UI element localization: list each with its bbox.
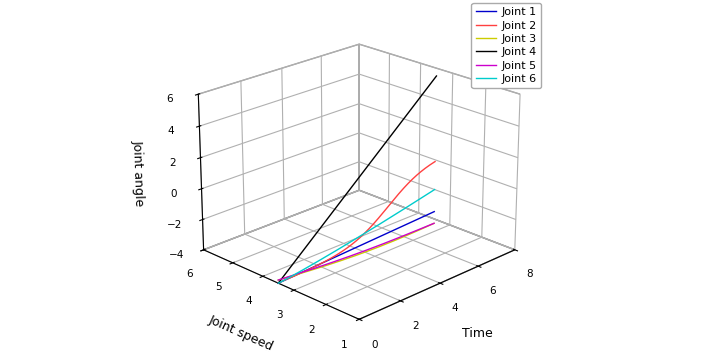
Y-axis label: Joint speed: Joint speed <box>207 314 275 354</box>
X-axis label: Time: Time <box>462 327 493 340</box>
Legend: Joint 1, Joint 2, Joint 3, Joint 4, Joint 5, Joint 6: Joint 1, Joint 2, Joint 3, Joint 4, Join… <box>471 3 541 88</box>
